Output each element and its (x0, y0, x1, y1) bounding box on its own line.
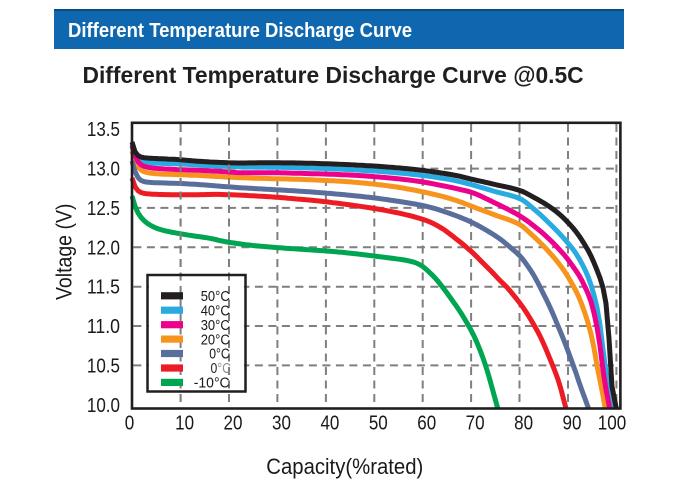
svg-text:70: 70 (466, 413, 485, 435)
svg-text:10.0: 10.0 (87, 395, 120, 417)
svg-text:10.5: 10.5 (87, 355, 120, 377)
svg-text:20: 20 (224, 413, 243, 435)
svg-text:11.5: 11.5 (87, 277, 120, 299)
svg-text:60: 60 (417, 413, 436, 435)
svg-text:0°C: 0°C (209, 346, 230, 363)
svg-text:Voltage (V): Voltage (V) (52, 204, 77, 300)
svg-text:40: 40 (320, 413, 339, 435)
svg-text:0: 0 (125, 413, 135, 435)
svg-text:Capacity(%rated): Capacity(%rated) (266, 454, 423, 479)
svg-text:40°C: 40°C (201, 302, 230, 319)
svg-text:90: 90 (563, 413, 582, 435)
svg-text:50°C: 50°C (201, 288, 230, 305)
svg-text:-10°C: -10°C (194, 375, 230, 392)
svg-text:0°C: 0°C (211, 360, 232, 377)
svg-text:10: 10 (175, 413, 194, 435)
svg-text:13.5: 13.5 (87, 119, 120, 141)
svg-text:80: 80 (514, 413, 533, 435)
svg-text:20°C: 20°C (201, 331, 230, 348)
svg-text:100: 100 (598, 413, 626, 435)
svg-text:30: 30 (272, 413, 291, 435)
svg-text:12.0: 12.0 (87, 237, 120, 259)
svg-text:50: 50 (369, 413, 388, 435)
svg-text:13.0: 13.0 (87, 159, 120, 181)
svg-text:11.0: 11.0 (87, 316, 120, 338)
svg-text:12.5: 12.5 (87, 198, 120, 220)
svg-text:30°C: 30°C (201, 317, 230, 334)
